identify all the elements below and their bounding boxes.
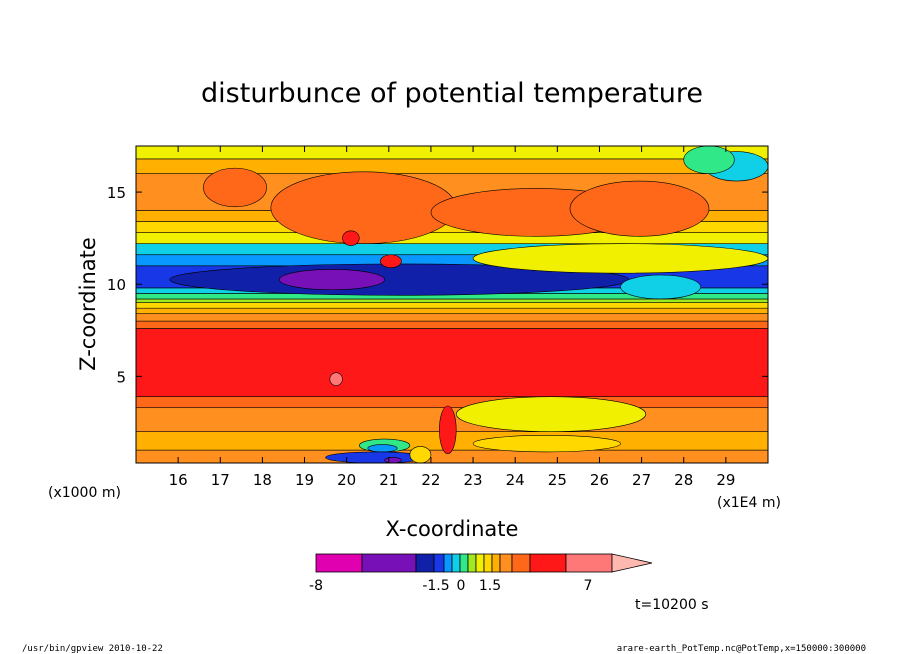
y-tick-label-15: 15 [107, 184, 126, 202]
contour-feature-11 [342, 230, 360, 246]
contour-feature-6 [203, 167, 267, 208]
x-tick-label-26: 26 [590, 471, 609, 489]
contour-feature-16 [367, 444, 398, 453]
colorbar-segment-5 [451, 553, 461, 573]
colorbar-segment-10 [491, 553, 501, 573]
colorbar-segment-4 [443, 553, 453, 573]
x-tick-label-17: 17 [211, 471, 230, 489]
x-tick-label-27: 27 [632, 471, 651, 489]
y-tick-label-10: 10 [107, 276, 126, 294]
contour-band-9 [135, 298, 769, 303]
contour-band-3 [135, 396, 769, 409]
colorbar-segment-13 [529, 553, 567, 573]
x-axis-ticks: 16 17 18 19 20 21 22 23 24 25 26 27 28 29 [169, 146, 735, 489]
colorbar [315, 553, 653, 573]
x-axis-label: X-coordinate [386, 517, 519, 541]
plot-frame [135, 145, 769, 464]
contour-band-8 [135, 302, 769, 309]
colorbar-segment-14 [565, 553, 613, 573]
footer-left: /usr/bin/gpview 2010-10-22 [22, 644, 163, 654]
colorbar-arrow [611, 553, 653, 573]
contour-feature-1 [278, 269, 385, 291]
time-label: t=10200 s [635, 597, 709, 613]
contour-feature-5 [683, 145, 735, 174]
colorbar-segment-3 [433, 553, 445, 573]
contour-feature-20 [409, 446, 432, 464]
contour-band-15 [135, 232, 769, 244]
contour-band-5 [135, 320, 769, 329]
contour-band-0 [135, 449, 769, 464]
x-tick-label-18: 18 [253, 471, 272, 489]
contour-feature-14 [472, 435, 621, 453]
x-unit-right: (x1E4 m) [717, 495, 781, 511]
footer-right: arare-earth_PotTemp.nc@PotTemp,x=150000:… [617, 644, 866, 654]
x-tick-label-21: 21 [379, 471, 398, 489]
colorbar-tick-label-2: 0 [457, 578, 466, 594]
contour-feature-12 [329, 372, 343, 386]
contour-band-7 [135, 307, 769, 315]
plot-area: 16 17 18 19 20 21 22 23 24 25 26 27 28 29 5 10 15 [107, 145, 769, 489]
x-tick-label-24: 24 [506, 471, 525, 489]
contour-feature-3 [472, 243, 769, 274]
x-tick-label-25: 25 [548, 471, 567, 489]
colorbar-labels: -8 -1.5 0 1.5 7 [309, 578, 592, 594]
y-axis-label: Z-coordinate [76, 237, 100, 371]
x-tick-label-23: 23 [464, 471, 483, 489]
colorbar-segment-0 [315, 553, 363, 573]
contour-feature-9 [569, 180, 710, 237]
colorbar-segment-6 [459, 553, 469, 573]
y-axis-ticks: 5 10 15 [107, 184, 768, 386]
colorbar-segment-8 [475, 553, 485, 573]
contour-feature-2 [620, 274, 701, 300]
chart-title: disturbunce of potential temperature [201, 78, 703, 109]
colorbar-tick-label-0: -8 [309, 578, 323, 594]
colorbar-segment-9 [483, 553, 493, 573]
contour-feature-19 [439, 405, 457, 455]
colorbar-tick-label-4: 7 [584, 578, 593, 594]
colorbar-segment-12 [511, 553, 531, 573]
y-tick-label-5: 5 [116, 368, 126, 386]
contour-feature-18 [384, 457, 402, 464]
x-tick-label-19: 19 [295, 471, 314, 489]
x-tick-label-29: 29 [716, 471, 735, 489]
contour-band-20 [135, 145, 769, 160]
contour-band-6 [135, 313, 769, 322]
x-tick-label-20: 20 [337, 471, 356, 489]
colorbar-tick-label-3: 1.5 [479, 578, 501, 594]
x-tick-label-16: 16 [169, 471, 188, 489]
x-unit-left: (x1000 m) [48, 485, 121, 501]
contour-features [169, 145, 769, 464]
contour-band-4 [135, 328, 769, 397]
colorbar-segment-7 [467, 553, 477, 573]
colorbar-segment-2 [415, 553, 435, 573]
x-tick-label-28: 28 [674, 471, 693, 489]
colorbar-segment-1 [361, 553, 417, 573]
contour-feature-7 [270, 171, 457, 244]
x-tick-label-22: 22 [421, 471, 440, 489]
contour-feature-10 [380, 254, 402, 268]
contour-feature-13 [455, 396, 647, 432]
colorbar-segment-11 [499, 553, 513, 573]
colorbar-tick-label-1: -1.5 [422, 578, 449, 594]
